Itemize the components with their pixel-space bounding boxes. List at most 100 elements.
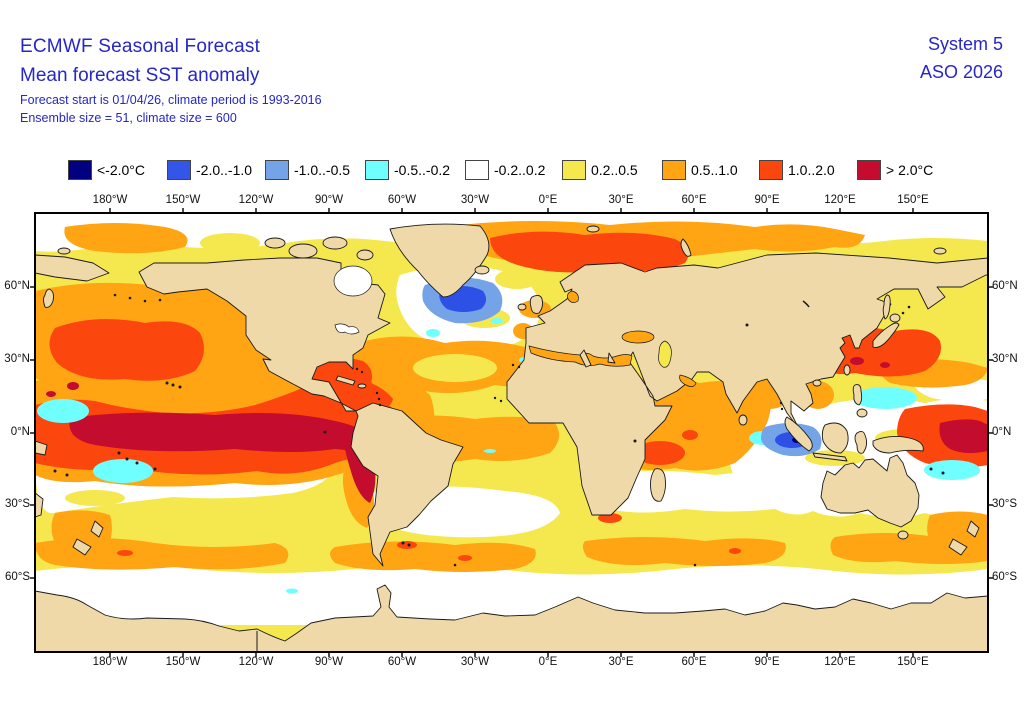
lat-label: 60°N (4, 280, 30, 292)
madagascar (650, 468, 666, 502)
arctic-island (356, 249, 374, 261)
hainan (812, 379, 822, 387)
lat-label: 30°S (4, 498, 30, 510)
lon-label: 60°E (681, 656, 707, 668)
page-subtitle: Mean forecast SST anomaly (20, 65, 260, 86)
lon-label: 150°E (897, 194, 929, 206)
sumatra (784, 416, 813, 452)
baltic-sea (567, 290, 579, 303)
sst-anomaly-map (30, 208, 993, 657)
legend-item: 0.2..0.5 (562, 159, 638, 181)
legend-item: -1.0..-0.5 (265, 159, 350, 181)
lon-label: 120°W (238, 656, 274, 668)
greenland (389, 223, 490, 298)
legend-swatch (167, 160, 191, 180)
legend-item: 0.5..1.0 (662, 159, 738, 181)
legend-item: -0.2..0.2 (465, 159, 545, 181)
period-label: ASO 2026 (919, 62, 1003, 82)
lon-label: 60°E (681, 194, 707, 206)
system-label: System 5 (927, 34, 1003, 54)
lon-label: 150°W (165, 194, 201, 206)
sri-lanka (738, 414, 748, 426)
philippines (852, 384, 863, 406)
hispaniola (357, 383, 367, 389)
page-title: ECMWF Seasonal Forecast (20, 36, 261, 57)
weak-cold-patches (37, 260, 980, 594)
new-zealand-north-dup (966, 520, 980, 538)
legend-item: <-2.0°C (68, 159, 145, 181)
ensemble-info: Ensemble size = 51, climate size = 600 (20, 111, 237, 125)
united-kingdom (529, 294, 544, 314)
australia (820, 454, 920, 528)
tasmania (897, 530, 909, 540)
new-guinea (872, 436, 924, 454)
persian-gulf (679, 374, 697, 387)
hokkaido (889, 313, 901, 323)
lake-balkhash (745, 323, 749, 327)
australia-edge-sliver (35, 492, 44, 518)
lat-label: 30°N (992, 353, 1018, 365)
caspian-sea (658, 340, 672, 368)
arctic-island (322, 236, 348, 250)
italy (579, 349, 592, 368)
legend-swatch (265, 160, 289, 180)
legend-swatch (662, 160, 686, 180)
arctic-island (264, 237, 286, 249)
new-zealand-south (72, 538, 92, 556)
greece (607, 352, 616, 364)
extreme-warm-anomaly-cores (46, 357, 988, 503)
lat-label: 0°N (10, 426, 30, 438)
borneo (821, 422, 849, 454)
lon-label: 90°E (754, 194, 780, 206)
lat-label: 30°N (4, 353, 30, 365)
legend-swatch (365, 160, 389, 180)
great-lakes (334, 323, 360, 335)
kamchatka-edge-sliver (43, 288, 54, 308)
small-islands (53, 293, 945, 567)
lat-label: 60°N (992, 280, 1018, 292)
lon-label: 30°W (460, 194, 490, 206)
hudson-bay (333, 265, 373, 297)
lon-label: 120°E (824, 194, 856, 206)
lake-victoria (633, 439, 637, 443)
lon-label: 120°E (824, 656, 856, 668)
legend-swatch (857, 160, 881, 180)
legend-swatch (759, 160, 783, 180)
lon-label: 0°E (538, 656, 558, 668)
arctic-island (288, 243, 318, 259)
lake-baikal (802, 300, 810, 308)
legend-swatch (562, 160, 586, 180)
lon-label: 180°W (92, 656, 128, 668)
el-nino-warm-tongue (69, 412, 376, 452)
lat-label: 60°S (992, 571, 1018, 583)
lon-label: 90°E (754, 656, 780, 668)
cuba (335, 375, 356, 386)
ireland (517, 303, 527, 311)
iceland (474, 265, 490, 275)
lon-label: 90°W (314, 194, 344, 206)
legend-item: > 2.0°C (857, 159, 933, 181)
legend-item: 1.0..2.0 (759, 159, 835, 181)
axis-ticks (30, 208, 993, 657)
legend-item: -0.5..-0.2 (365, 159, 450, 181)
sakhalin (882, 294, 891, 320)
antarctica (35, 584, 988, 652)
black-sea (621, 330, 655, 344)
wrangel-island (933, 247, 947, 255)
lon-label: 30°W (460, 656, 490, 668)
forecast-info: Forecast start is 01/04/26, climate peri… (20, 93, 322, 107)
java (812, 452, 848, 462)
lon-label: 120°W (238, 194, 274, 206)
eurasia-africa (506, 252, 988, 516)
new-guinea-edge-sliver (35, 440, 48, 456)
taiwan (843, 364, 851, 376)
lat-label: 30°S (992, 498, 1018, 510)
japan (872, 322, 900, 348)
new-zealand-south-dup (948, 538, 968, 556)
svalbard (586, 225, 600, 233)
sulawesi (854, 430, 868, 454)
lat-label: 0°N (992, 426, 1012, 438)
new-zealand-north (90, 520, 104, 538)
lon-label: 150°W (165, 656, 201, 668)
legend-swatch (465, 160, 489, 180)
